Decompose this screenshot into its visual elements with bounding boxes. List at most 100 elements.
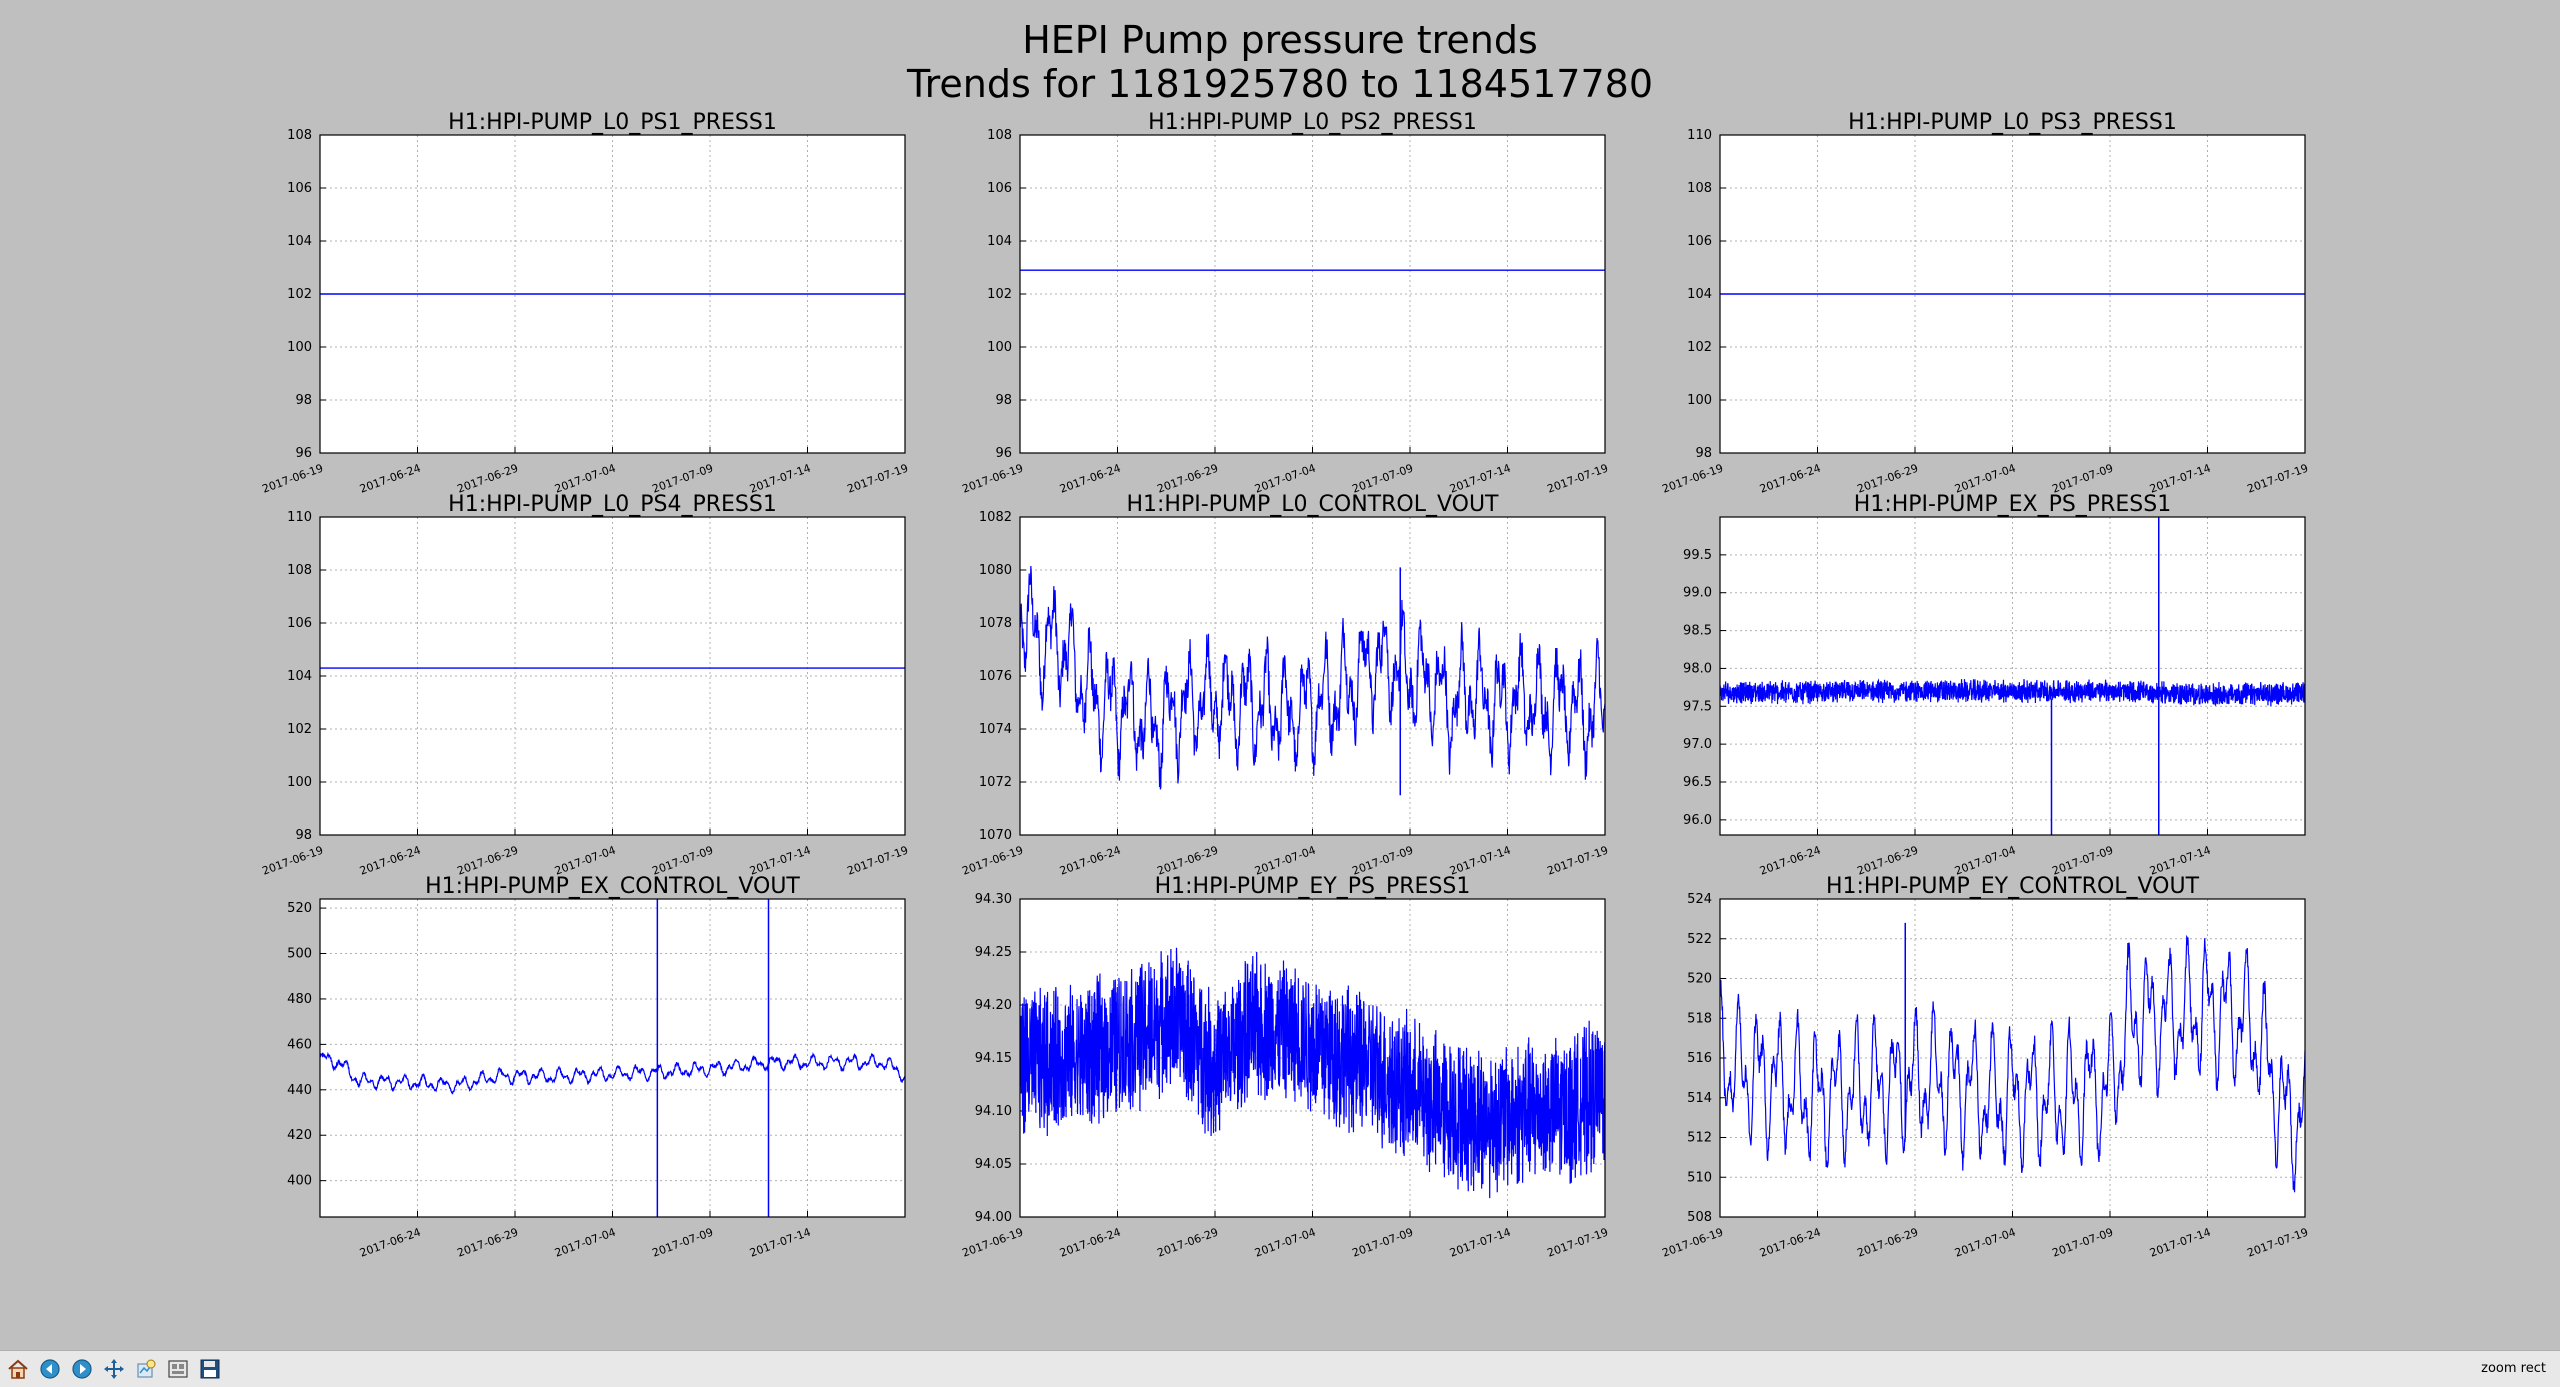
y-tick-label: 512 [1687, 1131, 1712, 1146]
y-tick-label: 100 [287, 775, 312, 790]
x-tick-label: 2017-07-04 [553, 1226, 618, 1260]
series-line [1720, 934, 2305, 1193]
y-tick-label: 520 [1687, 972, 1712, 987]
x-tick-label: 2017-06-29 [1155, 462, 1220, 496]
forward-button[interactable] [68, 1355, 96, 1383]
series-line [1720, 678, 2305, 707]
x-tick-label: 2017-07-09 [650, 1226, 715, 1260]
y-tick-label: 1078 [979, 616, 1012, 631]
y-tick-label: 100 [1687, 393, 1712, 408]
y-tick-label: 1076 [979, 669, 1012, 684]
y-tick-label: 1074 [979, 722, 1012, 737]
subplot-h1-hpi-pump-l0-ps1-press1: 96 98 100 102 104 106 108 2017-06-19 2017-06-24 2… [260, 110, 910, 496]
y-tick-label: 524 [1687, 892, 1712, 907]
x-tick-label: 2017-07-19 [1545, 1226, 1610, 1260]
y-tick-label: 108 [987, 128, 1012, 143]
y-tick-label: 106 [287, 616, 312, 631]
x-tick-label: 2017-06-24 [1058, 462, 1123, 496]
y-tick-label: 510 [1687, 1170, 1712, 1185]
subplot-h1-hpi-pump-l0-ps3-press1: 98 100 102 104 106 108 110 2017-06-19 2017-06-24… [1660, 110, 2310, 496]
x-tick-label: 2017-07-09 [1350, 844, 1415, 878]
pan-button[interactable] [100, 1355, 128, 1383]
y-tick-label: 102 [287, 287, 312, 302]
x-tick-label: 2017-07-04 [553, 462, 618, 496]
y-tick-label: 97.5 [1683, 699, 1712, 714]
x-tick-label: 2017-07-04 [1253, 462, 1318, 496]
y-tick-label: 94.10 [975, 1104, 1012, 1119]
y-tick-label: 518 [1687, 1011, 1712, 1026]
back-button[interactable] [36, 1355, 64, 1383]
y-tick-label: 106 [1687, 234, 1712, 249]
axes-frame [1719, 898, 2306, 1218]
home-icon [8, 1359, 28, 1379]
subplot-h1-hpi-pump-l0-ps2-press1: 96 98 100 102 104 106 108 2017-06-19 2017-06-24 2… [960, 110, 1610, 496]
y-tick-label: 104 [287, 669, 312, 684]
subplot-title: H1:HPI-PUMP_EX_PS_PRESS1 [1854, 492, 2171, 517]
y-tick-label: 96 [295, 446, 312, 461]
axes-frame [319, 898, 906, 1218]
x-tick-label: 2017-06-29 [455, 462, 520, 496]
y-tick-label: 110 [1687, 128, 1712, 143]
y-tick-label: 102 [1687, 340, 1712, 355]
figure-canvas: 96 98 100 102 104 106 108 2017-06-19 2017-06-24 2… [260, 18, 2311, 1260]
axes-frame [1719, 516, 2306, 836]
axes-frame [1019, 516, 1606, 836]
subplots-button[interactable] [164, 1355, 192, 1383]
y-tick-label: 104 [287, 234, 312, 249]
figure-title-line-2: Trends for 1181925780 to 1184517780 [906, 62, 1654, 106]
y-tick-label: 94.20 [975, 998, 1012, 1013]
x-tick-label: 2017-07-14 [748, 462, 813, 496]
x-tick-label: 2017-07-09 [1350, 1226, 1415, 1260]
x-tick-label: 2017-07-09 [2050, 844, 2115, 878]
x-tick-label: 2017-06-24 [358, 844, 423, 878]
subplot-title: H1:HPI-PUMP_L0_PS4_PRESS1 [448, 492, 777, 517]
y-tick-label: 400 [287, 1174, 312, 1189]
y-tick-label: 96.0 [1683, 813, 1712, 828]
y-tick-label: 94.25 [975, 945, 1012, 960]
move-icon [104, 1359, 124, 1379]
x-tick-label: 2017-07-09 [2050, 1226, 2115, 1260]
series-line [320, 1051, 905, 1095]
subplot-h1-hpi-pump-l0-control-vout: 1070 1072 1074 1076 1078 1080 1082 2017-06-19 20… [960, 492, 1610, 878]
y-tick-label: 98 [295, 828, 312, 843]
y-tick-label: 110 [287, 510, 312, 525]
x-tick-label: 2017-07-14 [2148, 462, 2213, 496]
x-tick-label: 2017-07-19 [1545, 844, 1610, 878]
x-tick-label: 2017-07-19 [2245, 462, 2310, 496]
x-tick-label: 2017-07-19 [1545, 462, 1610, 496]
x-tick-label: 2017-06-24 [1758, 844, 1823, 878]
save-button[interactable] [196, 1355, 224, 1383]
y-tick-label: 98.0 [1683, 661, 1712, 676]
y-tick-label: 102 [987, 287, 1012, 302]
y-tick-label: 106 [287, 181, 312, 196]
subplots-icon [168, 1360, 188, 1378]
subplot-title: H1:HPI-PUMP_EY_PS_PRESS1 [1155, 874, 1471, 899]
x-tick-label: 2017-07-14 [2148, 844, 2213, 878]
x-tick-label: 2017-06-24 [1058, 844, 1123, 878]
y-tick-label: 106 [987, 181, 1012, 196]
y-tick-label: 500 [287, 947, 312, 962]
series-line [1020, 566, 1605, 790]
y-tick-label: 1080 [979, 563, 1012, 578]
x-tick-label: 2017-07-14 [1448, 462, 1513, 496]
subplot-title: H1:HPI-PUMP_L0_PS2_PRESS1 [1148, 110, 1477, 135]
x-tick-label: 2017-07-04 [1253, 1226, 1318, 1260]
x-tick-label: 2017-07-14 [748, 844, 813, 878]
subplot-title: H1:HPI-PUMP_L0_PS1_PRESS1 [448, 110, 777, 135]
x-tick-label: 2017-07-04 [1953, 462, 2018, 496]
zoom-button[interactable] [132, 1355, 160, 1383]
figure-title-line-1: HEPI Pump pressure trends [1022, 18, 1538, 62]
x-tick-label: 2017-06-29 [1855, 462, 1920, 496]
x-tick-label: 2017-07-09 [650, 844, 715, 878]
x-tick-label: 2017-06-24 [1758, 1226, 1823, 1260]
x-tick-label: 2017-06-19 [960, 844, 1025, 878]
y-tick-label: 94.15 [975, 1051, 1012, 1066]
x-tick-label: 2017-06-29 [1855, 1226, 1920, 1260]
x-tick-label: 2017-06-24 [1058, 1226, 1123, 1260]
home-button[interactable] [4, 1355, 32, 1383]
x-tick-label: 2017-07-04 [553, 844, 618, 878]
y-tick-label: 480 [287, 992, 312, 1007]
arrow-right-icon [72, 1359, 92, 1379]
y-tick-label: 99.5 [1683, 548, 1712, 563]
x-tick-label: 2017-07-09 [1350, 462, 1415, 496]
